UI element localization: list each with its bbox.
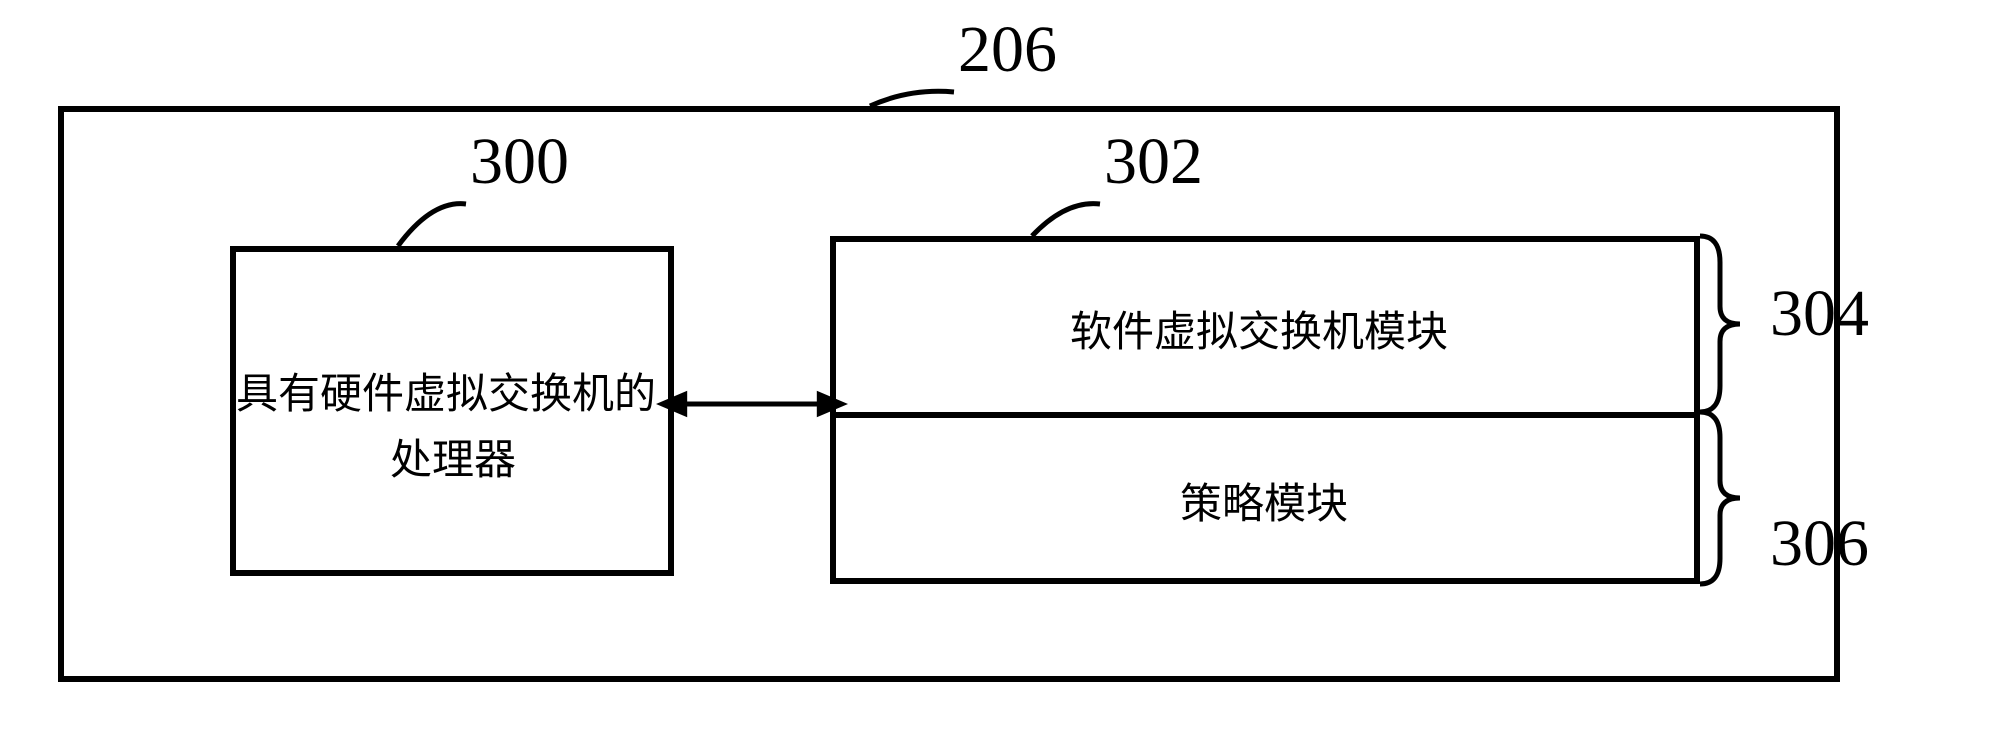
leader-302 [1028,196,1104,240]
processor-text-line2: 处理器 [390,426,516,487]
memory-box [830,236,1700,584]
memory-divider [830,412,1700,418]
label-302: 302 [1104,124,1203,200]
brace-306 [1700,412,1752,584]
label-306: 306 [1770,506,1869,582]
label-300: 300 [470,124,569,200]
label-304: 304 [1770,276,1869,352]
leader-300 [394,196,470,250]
software-vswitch-module-text: 软件虚拟交换机模块 [1070,298,1448,359]
policy-module-text: 策略模块 [1180,470,1348,531]
brace-304 [1700,236,1752,412]
processor-text-line1: 具有硬件虚拟交换机的 [236,360,656,421]
leader-206 [866,84,958,110]
diagram-canvas: 206 具有硬件虚拟交换机的 处理器 300 302 软件虚拟交换机模块 304… [0,0,1998,737]
label-206: 206 [958,12,1057,88]
bidirectional-arrow [652,382,852,426]
